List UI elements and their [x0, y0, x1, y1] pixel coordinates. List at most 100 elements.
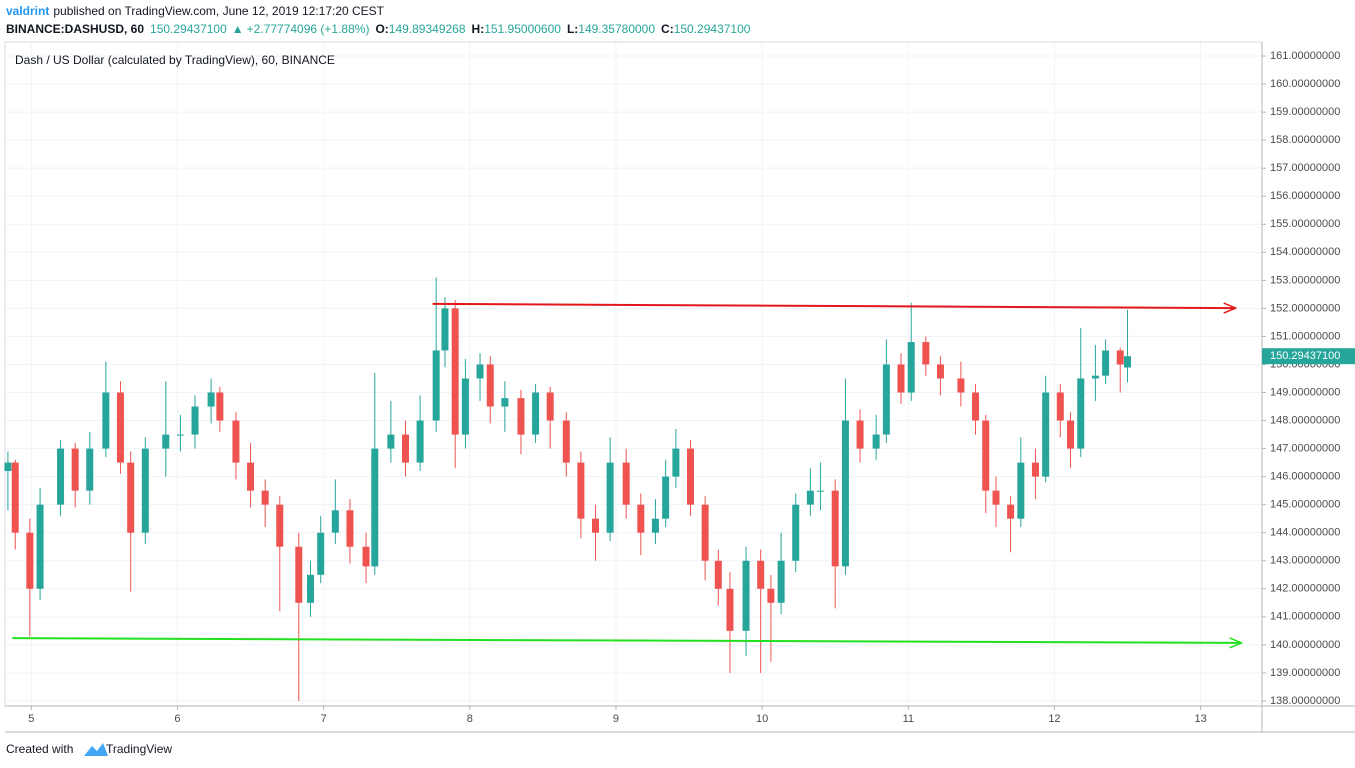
ohlc-label: H:: [472, 22, 485, 36]
y-tick-label: 142.00000000: [1270, 583, 1340, 595]
candle-body: [1031, 462, 1039, 477]
y-tick-label: 161.00000000: [1270, 50, 1340, 62]
candle-body: [276, 504, 284, 547]
y-tick-label: 159.00000000: [1270, 106, 1340, 118]
grid: [5, 42, 1262, 706]
candle-body: [162, 434, 170, 449]
y-tick-label: 139.00000000: [1270, 667, 1340, 679]
y-tick-label: 153.00000000: [1270, 274, 1340, 286]
y-tick-label: 156.00000000: [1270, 190, 1340, 202]
last-price-box: [1262, 348, 1355, 365]
candle-body: [1007, 504, 1015, 519]
y-tick-label: 157.00000000: [1270, 162, 1340, 174]
plot-frame: [4, 41, 1263, 707]
candle-body: [1077, 378, 1085, 449]
candle-body: [622, 462, 630, 505]
candle-body: [86, 448, 94, 491]
candle-body: [662, 476, 670, 519]
candle-body: [637, 504, 645, 533]
candle-body: [897, 364, 905, 393]
last-price-label: 150.29437100: [1270, 350, 1340, 362]
ohlc-label: L:: [567, 22, 578, 36]
x-tick-label: 11: [903, 713, 914, 725]
ohlc-value: 151.95000600: [484, 22, 561, 36]
candle-body: [1056, 392, 1064, 421]
candle-body: [57, 448, 65, 505]
published: published on TradingView.com, June 12, 2…: [53, 4, 384, 18]
y-tick-label: 144.00000000: [1270, 527, 1340, 539]
candle-body: [371, 448, 379, 567]
candle-body: [992, 490, 1000, 505]
candle-body: [127, 462, 135, 533]
candle-body: [1102, 350, 1110, 376]
candle-body: [831, 490, 839, 567]
candle-body: [176, 434, 184, 436]
x-tick-label: 13: [1194, 713, 1206, 725]
candle-body: [441, 308, 449, 351]
candle-body: [36, 504, 44, 589]
header-line-1: valdrint published on TradingView.com, Ju…: [6, 4, 385, 18]
candle-body: [232, 420, 240, 463]
candle-body: [922, 342, 930, 365]
candle-body: [777, 560, 785, 603]
candle-body: [972, 392, 980, 421]
y-tick-label: 140.00000000: [1270, 639, 1340, 651]
candle-body: [1017, 462, 1025, 519]
x-tick-label: 8: [467, 713, 473, 725]
candle-body: [714, 560, 722, 589]
y-tick-label: 138.00000000: [1270, 695, 1340, 707]
candle-body: [792, 504, 800, 561]
ohlc-value: 150.29437100: [674, 22, 751, 36]
symbol: BINANCE:DASHUSD, 60: [6, 22, 144, 36]
change-arrow: ▲: [232, 22, 244, 36]
candle-body: [856, 420, 864, 449]
candle-body: [687, 448, 695, 505]
candle-body: [416, 420, 424, 463]
candle-body: [726, 588, 734, 631]
x-tick-label: 7: [321, 713, 327, 725]
last-text: 150.29437100: [150, 22, 227, 36]
y-tick-label: 155.00000000: [1270, 218, 1340, 230]
candle-body: [982, 420, 990, 491]
candle-body: [116, 392, 124, 463]
candle-body: [306, 574, 314, 603]
x-tick-label: 10: [756, 713, 768, 725]
candle-body: [651, 518, 659, 533]
candle-body: [742, 560, 750, 631]
candle-body: [476, 364, 484, 379]
footer: Created with: [6, 742, 73, 756]
x-tick-label: 6: [174, 713, 180, 725]
brand-logo: [84, 743, 108, 756]
y-tick-label: 158.00000000: [1270, 134, 1340, 146]
candle-body: [501, 398, 509, 407]
candle-body: [562, 420, 570, 463]
ohlc-label: O:: [375, 22, 388, 36]
candle-body: [817, 490, 825, 492]
y-tick-label: 154.00000000: [1270, 246, 1340, 258]
candle-body: [806, 490, 814, 505]
candle-body: [295, 546, 303, 603]
chart-title: Dash / US Dollar (calculated by TradingV…: [15, 53, 335, 67]
y-tick-label: 152.00000000: [1270, 302, 1340, 314]
candle-body: [701, 504, 709, 561]
candle-body: [907, 342, 915, 393]
y-tick-label: 145.00000000: [1270, 499, 1340, 511]
candle-body: [4, 462, 12, 472]
y-tick-label: 149.00000000: [1270, 386, 1340, 398]
candle-body: [1091, 375, 1099, 379]
candle-body: [591, 518, 599, 533]
y-tick-label: 147.00000000: [1270, 442, 1340, 454]
candle-body: [362, 546, 370, 567]
candle-body: [936, 364, 944, 379]
candle-body: [1042, 392, 1050, 477]
ohlc-value: 149.89349268: [389, 22, 466, 36]
candle-body: [346, 510, 354, 547]
x-tick-label: 12: [1048, 713, 1060, 725]
candle-body: [141, 448, 149, 533]
candle-body: [387, 434, 395, 449]
y-tick-label: 151.00000000: [1270, 330, 1340, 342]
y-tick-label: 143.00000000: [1270, 555, 1340, 567]
candle-body: [517, 398, 525, 435]
candle-body: [532, 392, 540, 435]
